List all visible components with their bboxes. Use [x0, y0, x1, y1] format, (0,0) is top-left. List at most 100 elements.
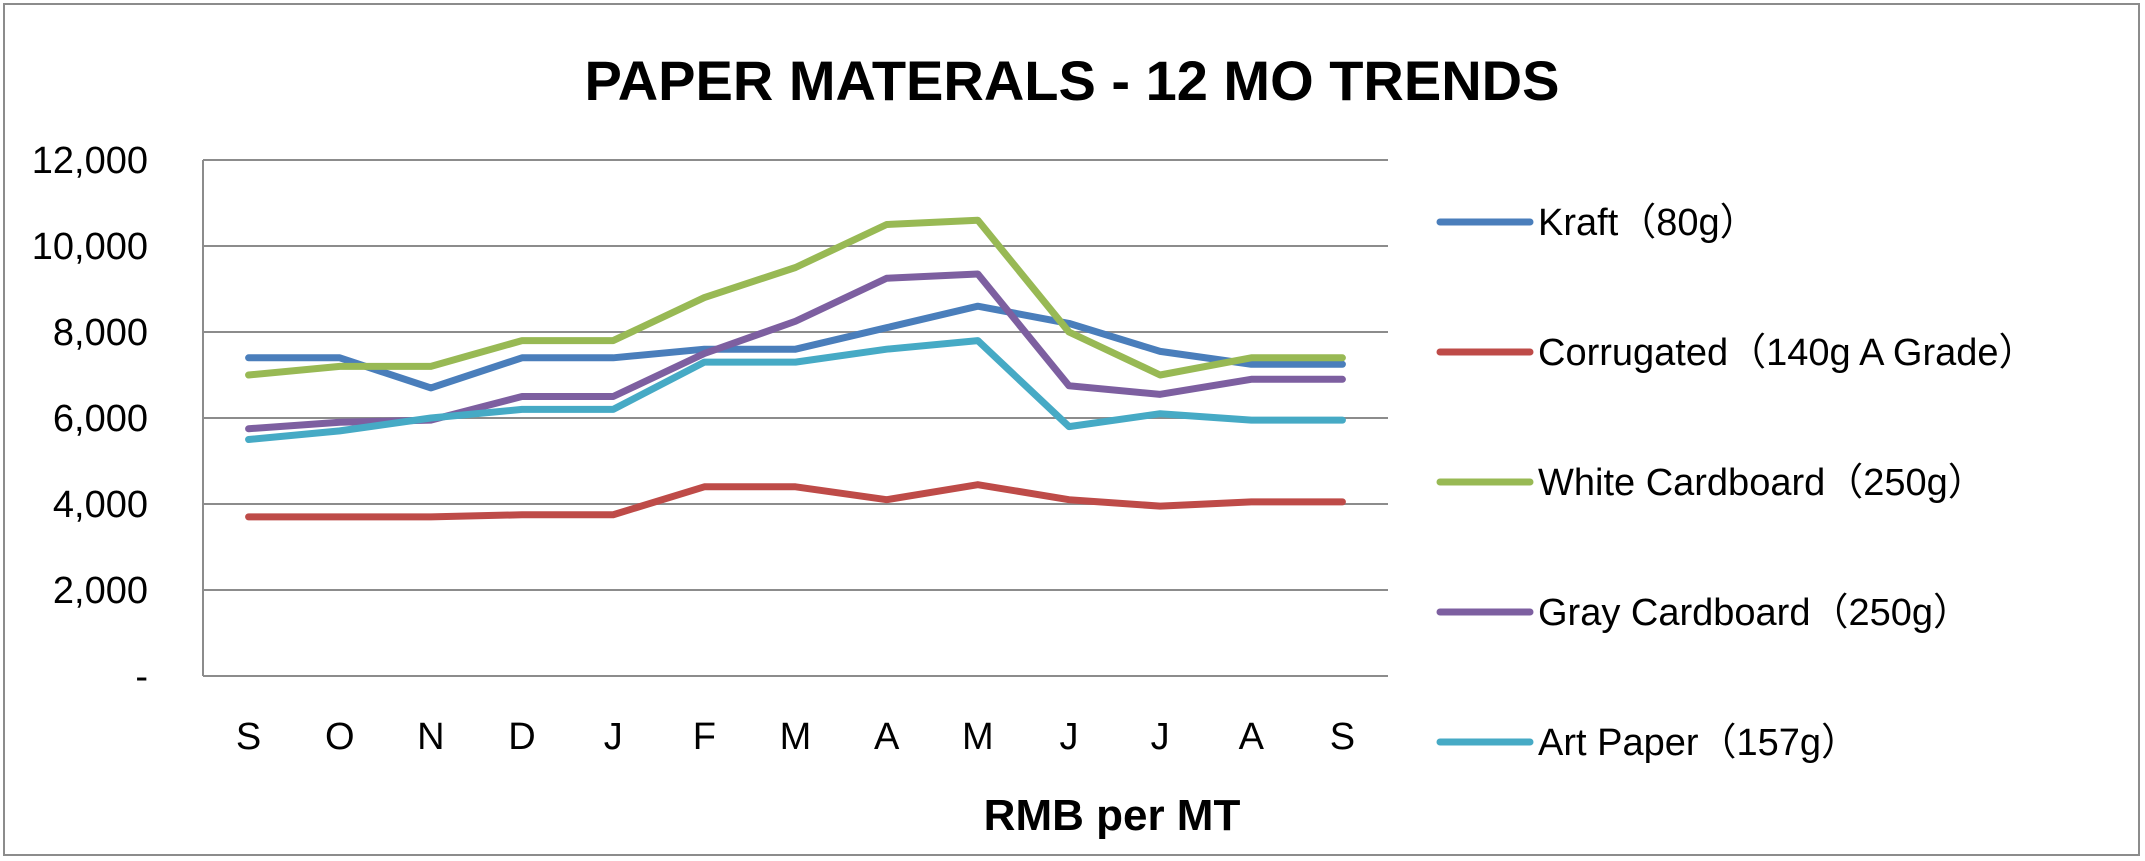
data-point [612, 408, 615, 411]
data-point [1159, 350, 1162, 353]
data-point [338, 365, 341, 368]
data-point [612, 513, 615, 516]
data-point [1250, 419, 1253, 422]
data-point [521, 513, 524, 516]
data-point [521, 339, 524, 342]
chart-title: PAPER MATERALS - 12 MO TRENDS [585, 49, 1560, 112]
data-point [247, 356, 250, 359]
data-point [703, 352, 706, 355]
data-point [247, 438, 250, 441]
legend: Kraft（80g） Corrugated（140g A Grade） White … [1436, 202, 2037, 764]
data-point [976, 272, 979, 275]
legend-label: White Cardboard（250g） [1538, 462, 1986, 504]
legend-item: White Cardboard（250g） [1436, 462, 1986, 504]
data-point [794, 485, 797, 488]
data-point [1341, 419, 1344, 422]
series-0 [245, 302, 1346, 392]
data-point [703, 361, 706, 364]
data-point [521, 408, 524, 411]
data-point [612, 356, 615, 359]
data-point [1159, 412, 1162, 415]
data-point [429, 386, 432, 389]
y-tick-label: 8,000 [53, 312, 148, 354]
data-point [1067, 498, 1070, 501]
y-tick-label: 12,000 [32, 140, 148, 182]
data-point [247, 515, 250, 518]
x-tick-label: O [325, 716, 355, 758]
data-point [976, 339, 979, 342]
data-point [1067, 425, 1070, 428]
data-point [247, 427, 250, 430]
data-point [1341, 378, 1344, 381]
y-tick-label: 10,000 [32, 226, 148, 268]
data-point [1250, 363, 1253, 366]
data-point [885, 326, 888, 329]
x-axis-label: RMB per MT [984, 791, 1241, 840]
x-tick-label: A [874, 716, 900, 758]
x-tick-label: J [604, 716, 623, 758]
data-point [1250, 378, 1253, 381]
data-point [521, 356, 524, 359]
legend-label: Gray Cardboard（250g） [1538, 592, 1971, 634]
x-tick-label: F [693, 716, 716, 758]
data-point [1159, 505, 1162, 508]
x-tick-label: J [1151, 716, 1170, 758]
data-point [1159, 393, 1162, 396]
data-point [247, 374, 250, 376]
data-point [885, 348, 888, 351]
x-tick-label: S [236, 716, 261, 758]
data-point [703, 485, 706, 488]
data-point [338, 429, 341, 432]
y-tick-label: 4,000 [53, 484, 148, 526]
data-point [338, 421, 341, 424]
legend-item: Corrugated（140g A Grade） [1436, 332, 2037, 374]
data-point [1067, 322, 1070, 325]
data-point [885, 223, 888, 226]
data-point [976, 483, 979, 486]
data-point [794, 266, 797, 269]
data-point [338, 515, 341, 518]
legend-item: Gray Cardboard（250g） [1436, 592, 1971, 634]
x-tick-label: N [417, 716, 444, 758]
x-tick-label: J [1059, 716, 1078, 758]
data-point [885, 277, 888, 280]
data-point [1250, 356, 1253, 359]
data-point [1341, 500, 1344, 503]
x-tick-label: M [962, 716, 994, 758]
data-point [794, 320, 797, 323]
y-tick-label: 2,000 [53, 570, 148, 612]
data-point [338, 356, 341, 359]
y-tick-label: 6,000 [53, 398, 148, 440]
legend-label: Corrugated（140g A Grade） [1538, 332, 2037, 374]
data-point [794, 361, 797, 364]
data-point [429, 417, 432, 419]
data-point [885, 498, 888, 501]
x-tick-label: M [780, 716, 812, 758]
data-point [1341, 356, 1344, 359]
data-point [1067, 384, 1070, 387]
legend-item: Kraft（80g） [1436, 202, 1758, 244]
data-point [703, 296, 706, 299]
data-point [612, 339, 615, 342]
data-point [612, 395, 615, 398]
series-line [245, 481, 1346, 521]
data-point [1159, 374, 1162, 376]
legend-item: Art Paper（157g） [1436, 722, 1859, 764]
legend-label: Art Paper（157g） [1538, 722, 1859, 764]
data-point [521, 395, 524, 398]
series-lines [245, 216, 1346, 521]
data-point [794, 348, 797, 351]
series-2 [245, 216, 1346, 379]
legend-label: Kraft（80g） [1538, 202, 1758, 244]
series-1 [245, 481, 1346, 521]
data-point [976, 219, 979, 222]
x-tick-label: A [1239, 716, 1265, 758]
data-point [976, 305, 979, 308]
data-point [1067, 331, 1070, 333]
data-point [429, 515, 432, 518]
data-point [429, 365, 432, 368]
y-axis-ticks: - 2,000 4,000 6,000 8,000 10,000 12,000 [32, 140, 148, 698]
y-tick-label: - [135, 656, 148, 698]
